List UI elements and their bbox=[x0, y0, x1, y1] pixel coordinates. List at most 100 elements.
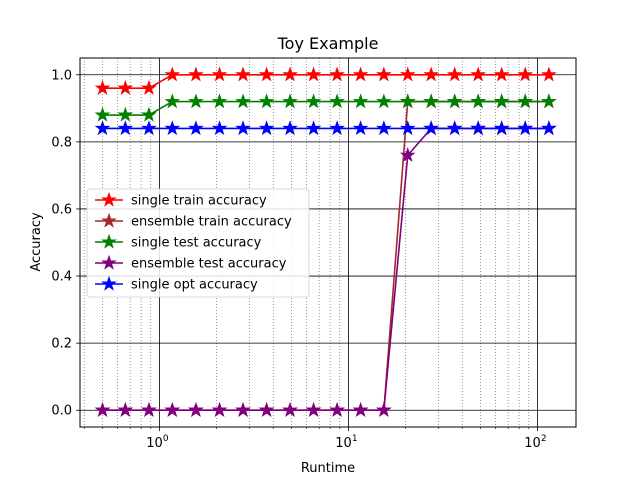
data-point bbox=[188, 402, 204, 417]
data-point bbox=[493, 66, 510, 82]
data-point bbox=[235, 120, 251, 136]
data-point bbox=[188, 66, 204, 82]
y-tick-label: 0.8 bbox=[51, 135, 72, 150]
axes: 100 101 102 0.0 0.2 0.4 0.6 0.8 1.0 bbox=[51, 68, 546, 451]
y-tick-label: 1.0 bbox=[51, 68, 72, 83]
data-point bbox=[282, 66, 298, 82]
data-point bbox=[188, 93, 204, 109]
legend-box bbox=[86, 188, 310, 298]
data-point bbox=[211, 402, 228, 417]
data-point bbox=[493, 120, 510, 136]
y-tick-label: 0.2 bbox=[51, 337, 72, 352]
data-point bbox=[258, 93, 275, 109]
data-point bbox=[164, 66, 181, 82]
y-axis-label: Accuracy bbox=[29, 212, 44, 272]
legend-label: single train accuracy bbox=[131, 194, 267, 209]
data-point bbox=[94, 106, 111, 122]
plot-frame bbox=[79, 57, 577, 428]
data-point bbox=[470, 66, 487, 82]
data-point bbox=[352, 93, 369, 109]
data-point bbox=[141, 79, 157, 95]
data-point bbox=[329, 120, 345, 136]
legend-marker bbox=[101, 233, 117, 249]
x-tick-label: 101 bbox=[335, 434, 357, 451]
data-point bbox=[541, 93, 557, 109]
data-point bbox=[164, 402, 181, 417]
data-point bbox=[493, 93, 510, 109]
data-point bbox=[258, 66, 275, 82]
data-point bbox=[305, 66, 322, 82]
series-1 bbox=[94, 66, 557, 95]
data-point bbox=[376, 93, 392, 109]
chart-title: Toy Example bbox=[277, 34, 379, 53]
data-point bbox=[258, 402, 275, 417]
data-point bbox=[94, 120, 111, 136]
x-tick-label: 100 bbox=[146, 434, 169, 451]
data-point bbox=[517, 66, 534, 82]
data-point bbox=[282, 120, 298, 136]
data-point bbox=[376, 402, 392, 417]
data-point bbox=[329, 66, 345, 82]
y-tick-label: 0.4 bbox=[51, 270, 72, 285]
data-point bbox=[305, 93, 322, 109]
data-point bbox=[541, 66, 557, 82]
data-point bbox=[376, 120, 392, 136]
data-point bbox=[305, 402, 322, 417]
legend-marker bbox=[101, 254, 117, 270]
legend-item: ensemble train accuracy bbox=[95, 212, 292, 230]
data-point bbox=[376, 66, 392, 82]
data-point bbox=[329, 93, 345, 109]
data-point bbox=[352, 402, 369, 417]
data-point bbox=[399, 120, 416, 136]
data-point bbox=[423, 66, 439, 82]
y-tick-label: 0.6 bbox=[51, 202, 72, 217]
data-point bbox=[352, 120, 369, 136]
data-point bbox=[117, 120, 134, 136]
legend-label: ensemble test accuracy bbox=[131, 257, 287, 272]
data-point bbox=[94, 402, 111, 417]
data-point bbox=[399, 66, 416, 82]
data-point bbox=[117, 402, 134, 417]
data-point bbox=[399, 93, 416, 109]
data-point bbox=[164, 120, 181, 136]
legend-marker bbox=[101, 212, 117, 228]
data-point bbox=[423, 93, 439, 109]
series-group bbox=[94, 66, 557, 417]
data-point bbox=[141, 402, 157, 417]
legend-item: ensemble test accuracy bbox=[95, 254, 287, 272]
data-point bbox=[329, 402, 345, 417]
data-point bbox=[282, 93, 298, 109]
legend: single train accuracy ensemble train accu… bbox=[86, 188, 310, 298]
data-point bbox=[235, 93, 251, 109]
data-point bbox=[470, 120, 487, 136]
series-5 bbox=[94, 120, 557, 136]
data-point bbox=[188, 120, 204, 136]
data-point bbox=[446, 120, 463, 136]
legend-item: single train accuracy bbox=[95, 191, 267, 209]
x-tick-label: 102 bbox=[524, 434, 546, 451]
data-point bbox=[164, 93, 181, 109]
legend-label: single test accuracy bbox=[131, 236, 262, 251]
data-point bbox=[399, 147, 416, 162]
legend-item: single test accuracy bbox=[95, 233, 262, 251]
legend-marker bbox=[101, 191, 117, 207]
x-axis-label: Runtime bbox=[301, 461, 355, 476]
legend-label: ensemble train accuracy bbox=[131, 215, 292, 230]
data-point bbox=[446, 66, 463, 82]
data-point bbox=[423, 120, 439, 136]
data-point bbox=[141, 106, 157, 122]
data-point bbox=[141, 120, 157, 136]
legend-marker bbox=[101, 275, 117, 291]
legend-item: single opt accuracy bbox=[95, 275, 258, 293]
data-point bbox=[235, 66, 251, 82]
legend-label: single opt accuracy bbox=[131, 278, 258, 293]
data-point bbox=[258, 120, 275, 136]
data-point bbox=[235, 402, 251, 417]
data-point bbox=[211, 93, 228, 109]
y-tick-label: 0.0 bbox=[51, 404, 72, 419]
data-point bbox=[117, 106, 134, 122]
data-point bbox=[517, 120, 534, 136]
data-point bbox=[94, 79, 111, 95]
